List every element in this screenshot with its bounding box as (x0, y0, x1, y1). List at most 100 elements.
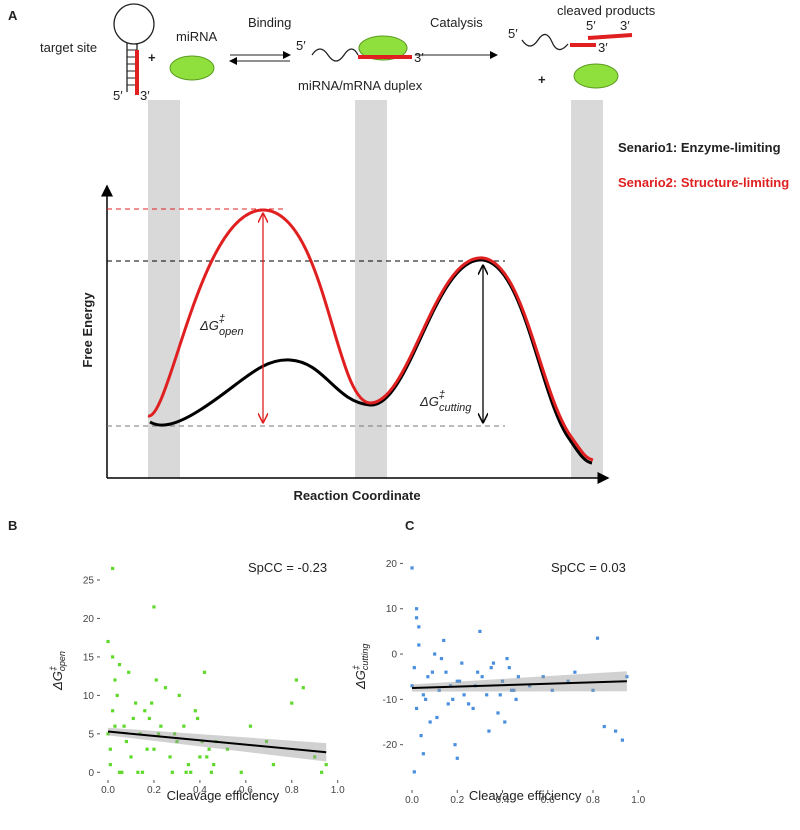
point (498, 693, 502, 697)
point (225, 747, 230, 751)
panel-letter: A (8, 8, 18, 23)
label: 3′ (620, 18, 630, 33)
point (412, 666, 416, 670)
point (184, 770, 188, 774)
point (442, 638, 446, 643)
point (439, 656, 444, 661)
point (111, 566, 115, 571)
point (566, 679, 570, 683)
point (455, 679, 459, 683)
point (448, 684, 453, 688)
point (189, 770, 193, 774)
point (193, 709, 197, 713)
point (156, 732, 161, 736)
label: 5′ (586, 18, 596, 33)
point (294, 678, 298, 682)
label: cleaved products (557, 3, 656, 18)
point (248, 724, 253, 728)
point (170, 770, 174, 774)
mirna-icon (358, 35, 408, 61)
x-axis-label: Cleavage efficiency (167, 788, 280, 803)
point (414, 616, 419, 620)
label: 3′ (414, 50, 424, 65)
point (159, 724, 163, 728)
x-tick-label: 0.0 (101, 785, 115, 796)
point (496, 711, 500, 715)
point (620, 738, 624, 742)
point (480, 675, 484, 679)
label: miRNA/mRNA duplex (298, 78, 423, 93)
point (168, 755, 172, 759)
point (196, 716, 200, 721)
point (503, 720, 507, 724)
point (444, 670, 448, 674)
point (301, 686, 305, 690)
point (143, 709, 147, 713)
point (113, 678, 117, 682)
point (457, 679, 462, 683)
point (313, 755, 317, 759)
point (485, 693, 489, 697)
panel-letter: B (8, 518, 17, 533)
point (145, 747, 149, 751)
point (433, 652, 437, 656)
point (414, 706, 419, 711)
panel-a: A target site 5′ 3′ + miRNA Binding 5′ 3… (8, 3, 789, 503)
point (500, 679, 505, 683)
point (127, 670, 131, 674)
point (573, 670, 577, 674)
y-label-sup: ‡ (351, 665, 361, 670)
y-tick-label: 20 (386, 559, 398, 570)
y-tick-label: 15 (83, 652, 95, 663)
point (150, 701, 154, 705)
point (108, 747, 112, 751)
point (417, 625, 421, 629)
point (209, 770, 213, 774)
point (175, 739, 179, 744)
point (320, 770, 324, 774)
point (324, 763, 328, 767)
point (136, 770, 140, 774)
delta-g-label: ΔG‡ cutting (419, 389, 472, 414)
point (182, 724, 186, 728)
x-axis-label: Cleavage efficiency (469, 788, 582, 803)
point (487, 729, 491, 733)
point (451, 697, 455, 701)
point (177, 693, 181, 697)
y-tick-label: 0 (88, 768, 94, 779)
point (509, 688, 514, 692)
point (133, 701, 138, 705)
point (200, 739, 204, 744)
point (514, 697, 518, 701)
point (117, 770, 122, 774)
point (140, 770, 145, 774)
label: miRNA (176, 29, 217, 44)
fit-line (107, 730, 327, 754)
fit-line (412, 680, 627, 690)
point (435, 715, 439, 720)
point (173, 732, 177, 736)
point (625, 675, 629, 679)
point (541, 675, 545, 679)
point (428, 720, 432, 724)
point (412, 770, 416, 774)
annotation: SpCC = -0.23 (248, 560, 327, 575)
x-tick-label: 0.4 (496, 795, 510, 806)
point (152, 605, 156, 609)
point (113, 724, 117, 728)
point (111, 709, 115, 713)
y-label-symbol: ΔG (50, 671, 65, 691)
mirna-icon (169, 55, 215, 81)
annotation: SpCC = 0.03 (551, 560, 626, 575)
y-tick-label: 10 (83, 691, 95, 702)
point (466, 702, 471, 706)
x-tick-label: 0.0 (405, 795, 419, 806)
state-bar (571, 100, 603, 478)
plus: + (538, 72, 546, 87)
point (453, 743, 457, 747)
x-tick-label: 0.2 (147, 785, 161, 796)
point (516, 675, 520, 679)
label: 5′ (296, 38, 306, 53)
y-tick-label: 0 (391, 650, 397, 661)
